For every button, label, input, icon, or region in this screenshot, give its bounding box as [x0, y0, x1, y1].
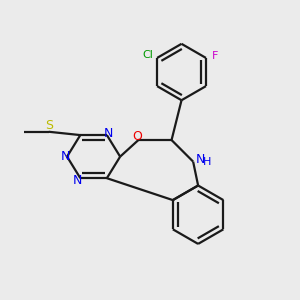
Text: Cl: Cl	[142, 50, 153, 60]
Text: N: N	[73, 174, 82, 187]
Text: H: H	[203, 157, 211, 166]
Text: N: N	[196, 154, 205, 166]
Text: N: N	[61, 150, 70, 163]
Text: F: F	[212, 51, 218, 61]
Text: O: O	[132, 130, 142, 143]
Text: N: N	[104, 127, 113, 140]
Text: S: S	[45, 119, 53, 132]
